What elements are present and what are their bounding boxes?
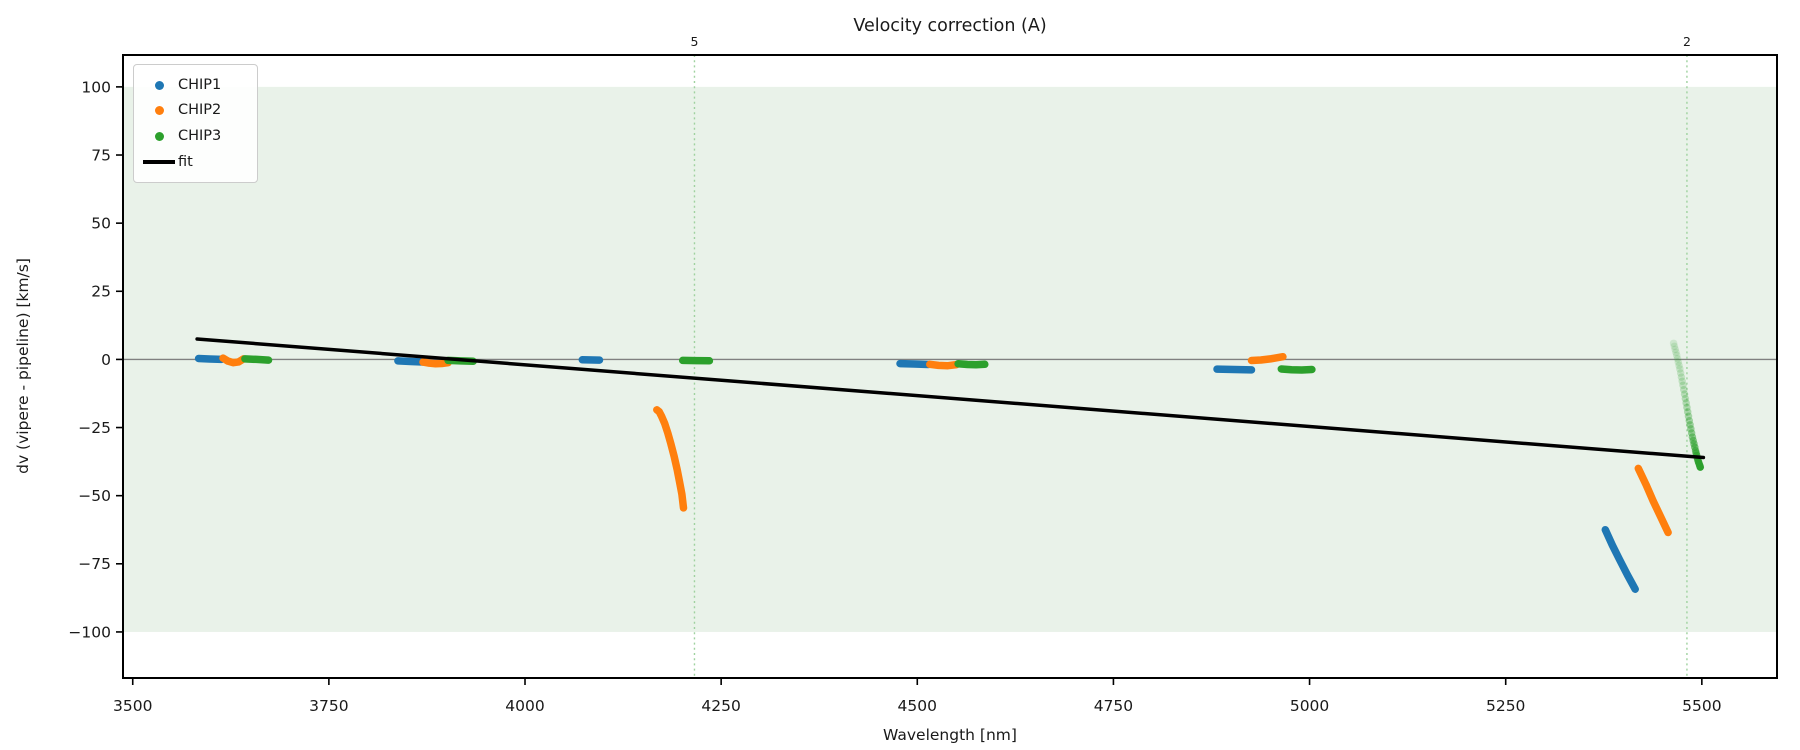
legend-label: fit	[178, 153, 193, 170]
faded-data-dot	[1672, 348, 1680, 357]
faded-data-dot	[1696, 463, 1705, 471]
faded-data-dot	[1675, 361, 1683, 370]
legend-swatch	[154, 106, 164, 116]
chart-title: Velocity correction (A)	[853, 16, 1046, 36]
faded-data-dot	[1685, 416, 1694, 425]
y-tick-label: −50	[78, 487, 111, 505]
legend-swatch	[154, 131, 164, 141]
plot-series-layer	[194, 337, 1706, 593]
order-marker-label: 2	[1683, 34, 1691, 49]
legend-swatch	[143, 160, 175, 164]
faded-data-dot	[1680, 385, 1688, 394]
faded-data-dot	[1683, 403, 1691, 412]
axes-frame	[122, 54, 1778, 679]
legend-label: CHIP2	[178, 102, 222, 119]
x-tick-label: 4000	[505, 697, 544, 715]
faded-data-dot	[1670, 342, 1679, 351]
x-tick-label: 4500	[898, 697, 937, 715]
data-segment	[1277, 365, 1316, 374]
fit-line	[195, 337, 1706, 460]
x-tick-label: 4750	[1094, 697, 1133, 715]
x-tick-label: 5500	[1682, 697, 1721, 715]
dot-marker-icon	[140, 80, 178, 90]
faded-data-dot	[1672, 351, 1681, 360]
faded-data-dot	[1671, 345, 1679, 354]
plot-axes-layer: 3500 3750 4000 4250 4500 4750 5000 5250 5500 100 7…	[68, 54, 1778, 715]
data-segment	[926, 360, 961, 370]
legend-label: CHIP3	[178, 128, 222, 145]
faded-data-dot	[1686, 421, 1694, 429]
y-tick-label: 50	[91, 215, 111, 233]
faded-data-dot	[1683, 408, 1692, 416]
faded-data-dot	[1680, 390, 1689, 398]
data-segment	[954, 360, 989, 369]
faded-data-dot	[1673, 354, 1682, 363]
line-marker-icon	[140, 160, 178, 164]
y-tick-label: −100	[68, 623, 111, 641]
faded-data-dot	[1687, 429, 1696, 437]
data-segment	[394, 357, 427, 366]
data-segment	[1247, 352, 1287, 365]
faded-data-dot	[1669, 339, 1678, 348]
y-tick-label: 0	[101, 351, 111, 369]
dot-marker-icon	[140, 106, 178, 116]
y-tick-label: 100	[81, 78, 111, 96]
data-segment	[1213, 365, 1256, 374]
data-segment	[896, 359, 933, 369]
data-segment	[653, 406, 688, 512]
data-segment	[219, 354, 248, 367]
faded-data-dot	[1676, 369, 1685, 377]
legend-box: CHIP1 CHIP2 CHIP3 fit	[133, 64, 258, 183]
x-tick-label: 5000	[1290, 697, 1329, 715]
faded-data-dot	[1682, 399, 1690, 407]
legend-label: CHIP1	[178, 76, 222, 93]
x-tick-label: 3750	[309, 697, 348, 715]
faded-data-dot	[1677, 373, 1686, 381]
faded-data-dot	[1684, 412, 1693, 421]
faded-data-dot	[1674, 358, 1683, 366]
series-chip2	[219, 352, 1672, 537]
faded-data-dot	[1676, 365, 1684, 373]
faded-data-dot	[1679, 381, 1687, 390]
legend-item-chip1: CHIP1	[140, 73, 247, 97]
y-tick-label: −75	[78, 555, 111, 573]
series-fit	[195, 337, 1706, 460]
data-segment	[1634, 464, 1672, 537]
faded-data-dot	[1687, 425, 1695, 433]
legend-item-chip2: CHIP2	[140, 99, 247, 123]
x-axis-label: Wavelength [nm]	[883, 726, 1017, 744]
faded-data-dot	[1678, 377, 1686, 385]
y-tick-label: −25	[78, 419, 111, 437]
series-chip1	[194, 354, 1639, 593]
x-tick-label: 4250	[701, 697, 740, 715]
y-axis-label: dv (vipere - pipeline) [km/s]	[14, 258, 32, 474]
order-marker-label: 5	[690, 34, 698, 49]
data-segment	[241, 355, 273, 364]
data-segment	[419, 358, 452, 368]
legend-item-chip3: CHIP3	[140, 124, 247, 148]
y-tick-label: 25	[91, 283, 111, 301]
y-tick-label: 75	[91, 146, 111, 164]
x-tick-label: 3500	[113, 697, 152, 715]
dot-marker-icon	[140, 131, 178, 141]
legend-item-fit: fit	[140, 150, 247, 174]
faded-data-dot	[1681, 394, 1690, 403]
x-tick-label: 5250	[1486, 697, 1525, 715]
legend-swatch	[154, 80, 164, 90]
data-segment	[1601, 525, 1639, 593]
data-segment	[194, 354, 226, 364]
